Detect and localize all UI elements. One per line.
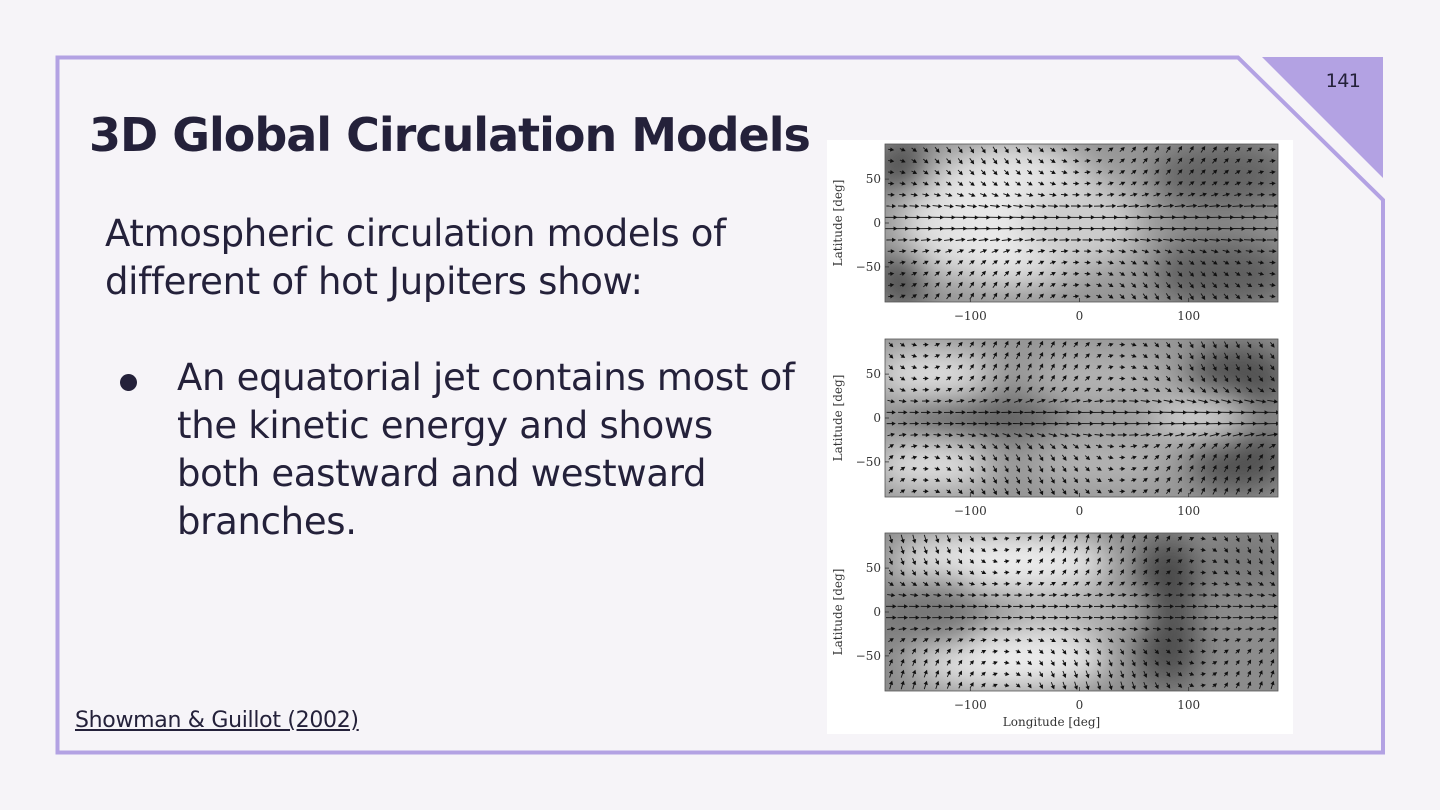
y-tick-label: −50 [856, 260, 881, 274]
circulation-figure-svg: 50 0 −50 −100 0 100 Latitude [deg] 50 0 −50 −100 0 1… [831, 143, 1279, 729]
y-axis-label: Latitude [deg] [831, 569, 845, 656]
page-number: 141 [1325, 70, 1361, 92]
x-tick-label: 0 [1076, 309, 1084, 323]
x-tick-label: 100 [1177, 504, 1200, 518]
slide-border [55, 55, 1385, 755]
bullet-list: An equatorial jet contains most of the k… [120, 354, 800, 546]
x-axis-label: Longitude [deg] [1003, 715, 1100, 729]
x-tick-label: 0 [1076, 698, 1084, 712]
intro-text: Atmospheric circulation models of differ… [105, 212, 726, 303]
x-tick-label: −100 [954, 309, 987, 323]
circulation-figure: 50 0 −50 −100 0 100 Latitude [deg] 50 0 −50 −100 0 1… [827, 140, 1293, 734]
wind-vectors [886, 340, 1278, 496]
y-axis-label: Latitude [deg] [831, 180, 845, 267]
wind-vectors [885, 145, 1278, 301]
x-tick-label: 100 [1177, 698, 1200, 712]
bullet-dot-icon [120, 374, 137, 391]
y-axis-label: Latitude [deg] [831, 375, 845, 462]
y-tick-label: 0 [873, 605, 881, 619]
wind-vectors [885, 533, 1278, 691]
y-tick-label: 50 [866, 172, 881, 186]
y-tick-label: 0 [873, 216, 881, 230]
y-tick-label: −50 [856, 455, 881, 469]
x-tick-label: 100 [1177, 309, 1200, 323]
corner-fold [1262, 57, 1383, 178]
x-tick-label: −100 [954, 504, 987, 518]
x-tick-label: 0 [1076, 504, 1084, 518]
y-tick-label: 0 [873, 411, 881, 425]
figure-panel-2: 50 0 −50 −100 0 100 Latitude [deg] [831, 338, 1279, 518]
figure-panel-1: 50 0 −50 −100 0 100 Latitude [deg] [831, 143, 1279, 323]
y-tick-label: −50 [856, 649, 881, 663]
x-tick-label: −100 [954, 698, 987, 712]
bullet-item: An equatorial jet contains most of the k… [120, 354, 800, 546]
citation-link[interactable]: Showman & Guillot (2002) [75, 708, 359, 733]
y-tick-label: 50 [866, 367, 881, 381]
bullet-text: An equatorial jet contains most of the k… [177, 356, 795, 543]
y-tick-label: 50 [866, 561, 881, 575]
slide-title: 3D Global Circulation Models [89, 108, 811, 162]
figure-panel-3: 50 0 −50 −100 0 100 Latitude [deg] Longitude [d… [831, 532, 1279, 729]
